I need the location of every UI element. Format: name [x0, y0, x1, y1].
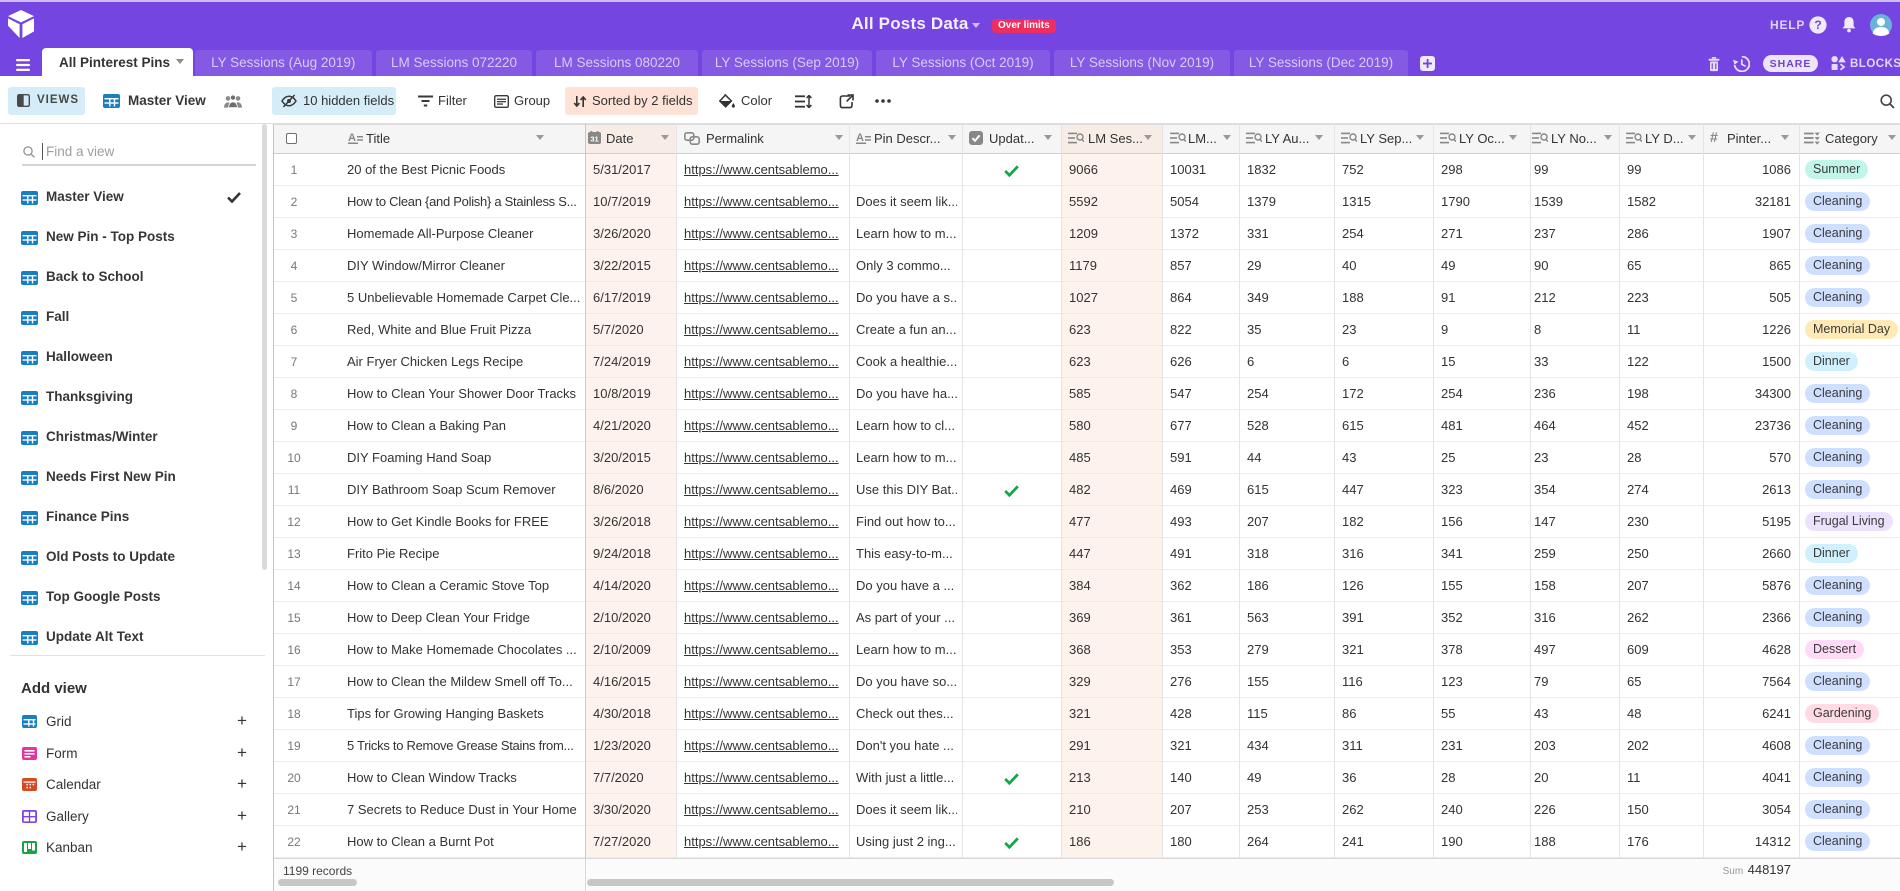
svg-text:A: A [856, 132, 864, 144]
svg-text:A: A [348, 132, 356, 144]
svg-text:?: ? [1814, 18, 1821, 32]
svg-text:31: 31 [590, 135, 598, 144]
svg-text:#: # [1710, 130, 1718, 143]
